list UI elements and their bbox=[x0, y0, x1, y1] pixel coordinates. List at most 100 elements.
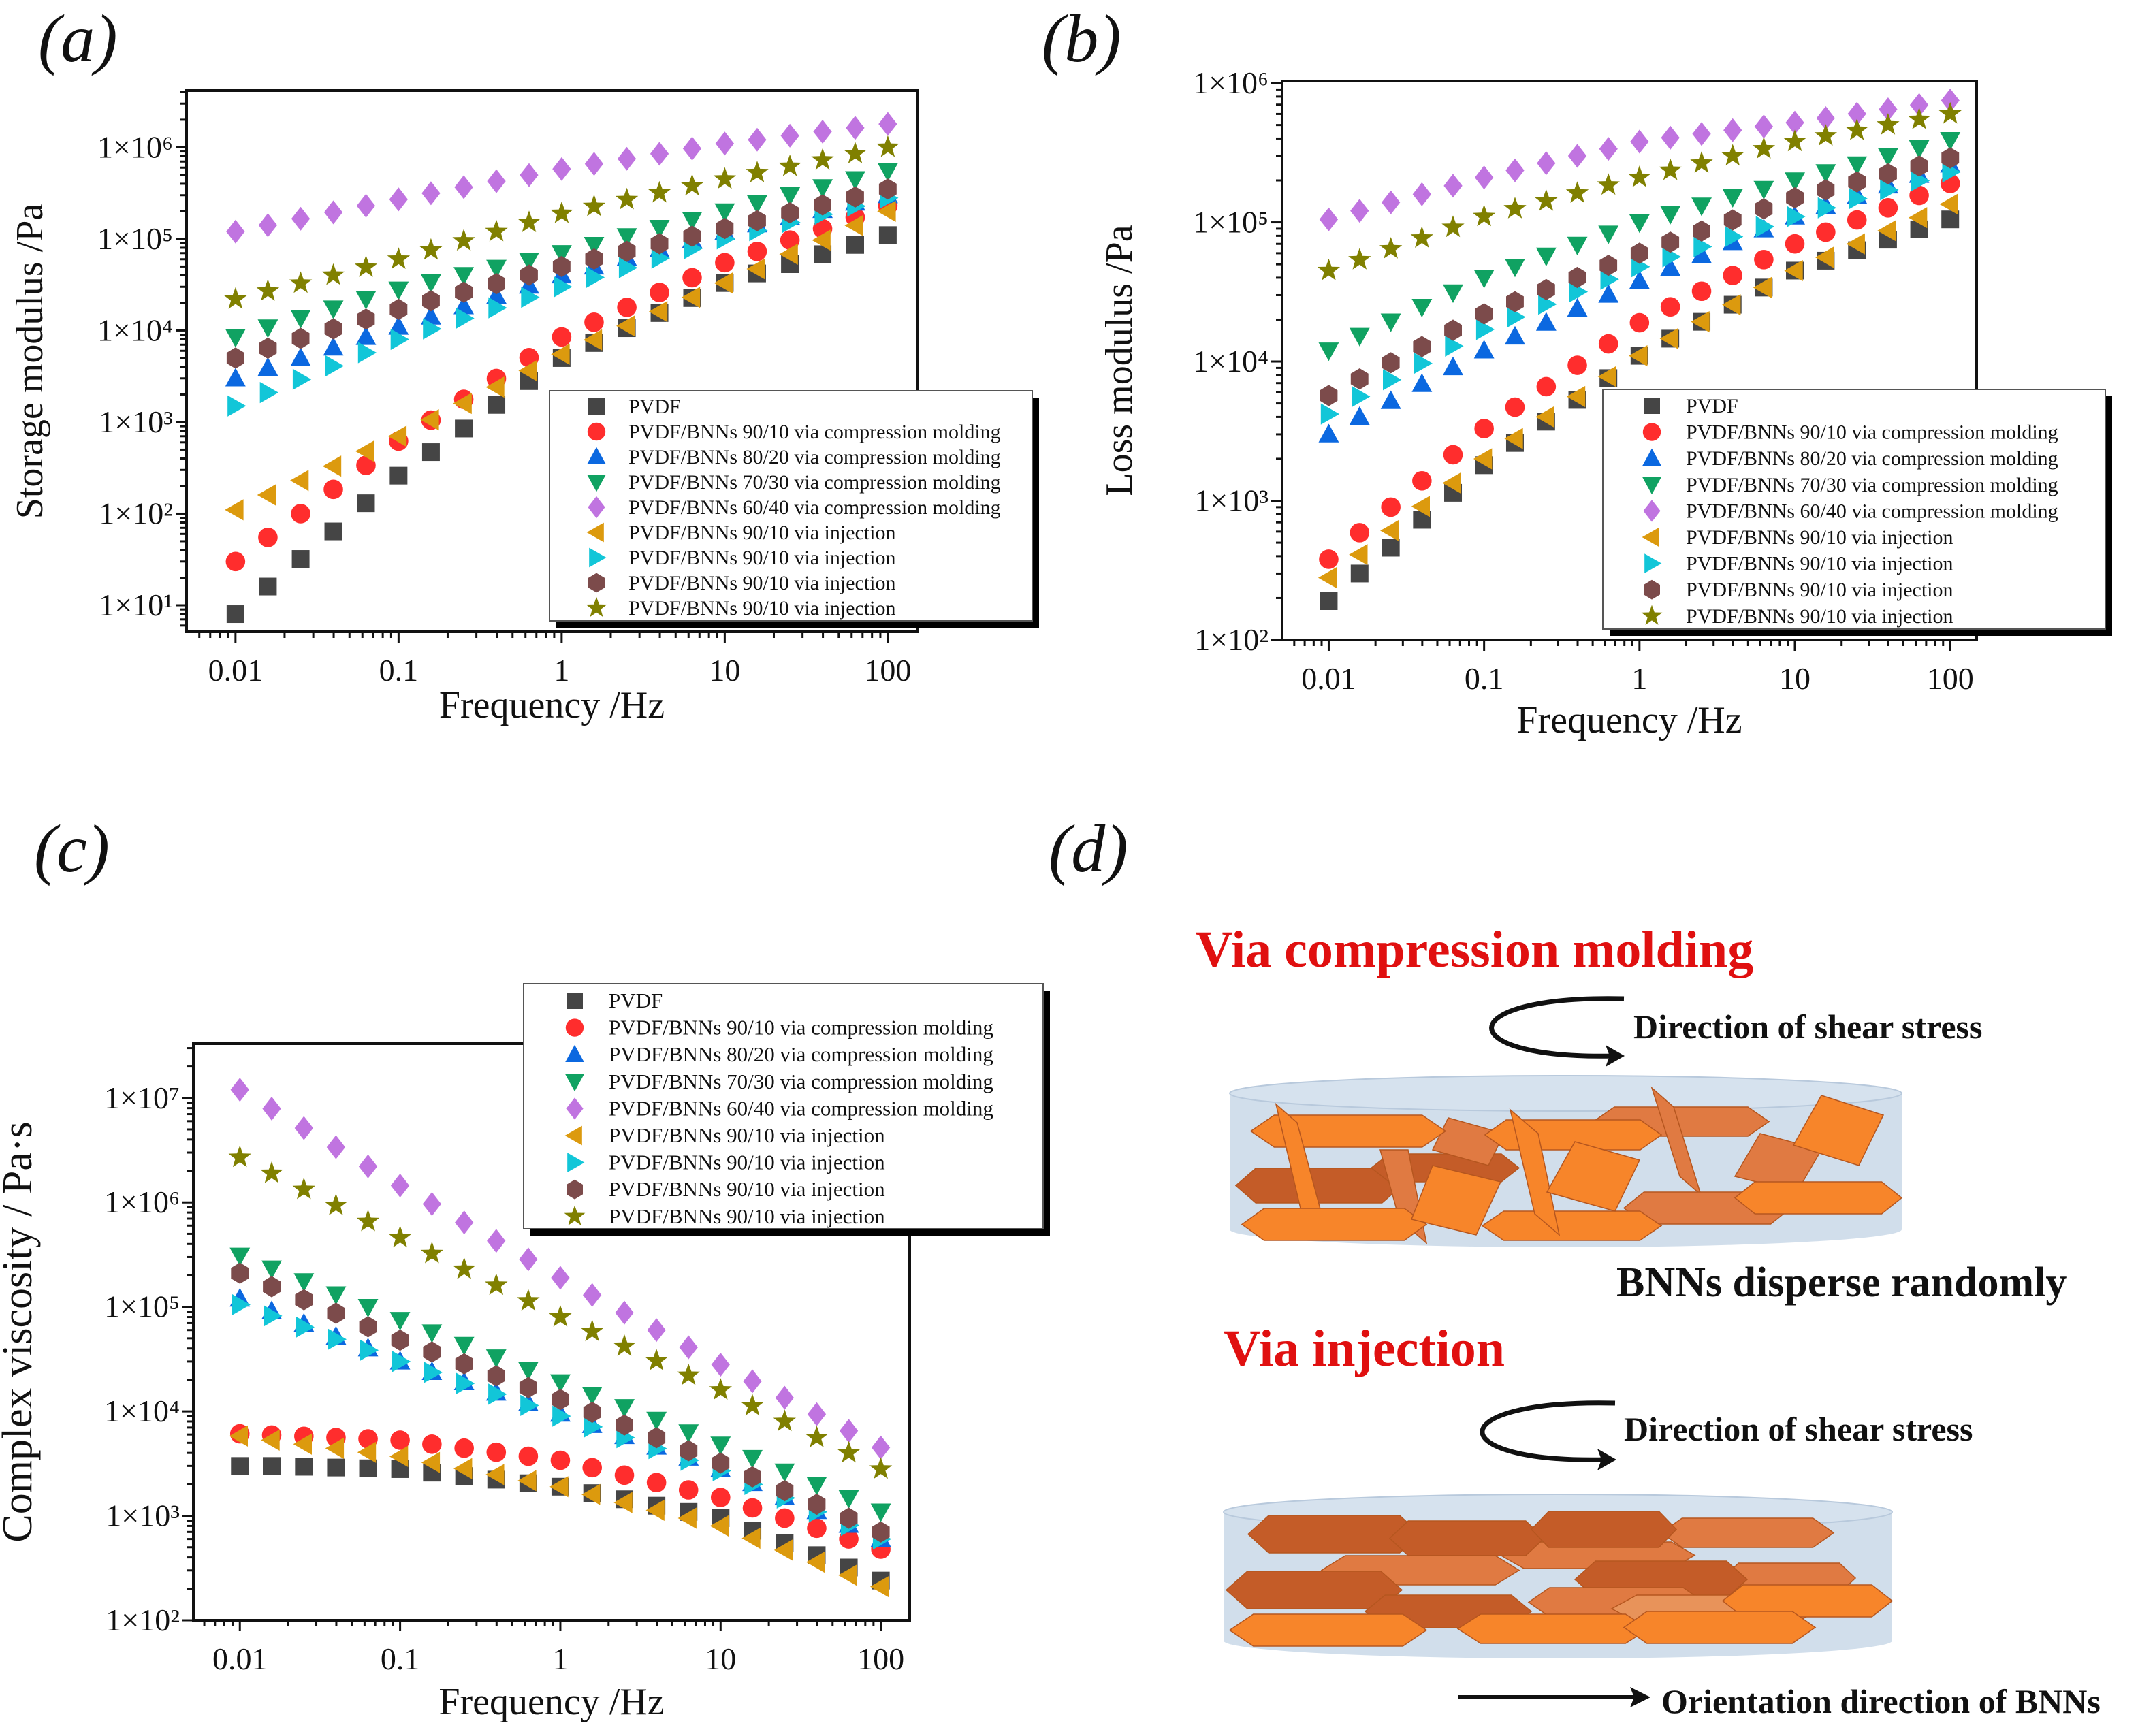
bnn-flake bbox=[1234, 1168, 1403, 1204]
y-axis-label: Loss modulus /Pa bbox=[1098, 225, 1140, 496]
data-point-hexagon bbox=[1786, 187, 1804, 209]
legend-triangle-right-icon bbox=[589, 547, 607, 568]
panel-label-d: (d) bbox=[1049, 811, 1128, 886]
data-point-diamond bbox=[584, 152, 604, 176]
data-point-hexagon bbox=[1941, 147, 1960, 169]
data-point-triangle-left bbox=[261, 1429, 280, 1451]
data-point-triangle-right bbox=[1538, 293, 1557, 315]
panel-label-c: (c) bbox=[34, 811, 110, 886]
data-point-circle bbox=[1847, 210, 1867, 230]
data-point-triangle-down bbox=[1567, 236, 1588, 255]
y-tick-label: 1×10⁴ bbox=[104, 1394, 180, 1428]
x-tick-label: 0.01 bbox=[208, 653, 264, 688]
data-point-hexagon bbox=[226, 347, 244, 369]
data-point-star bbox=[228, 1145, 251, 1168]
data-point-star bbox=[1565, 181, 1589, 203]
data-point-triangle-down bbox=[710, 1436, 731, 1456]
data-point-triangle-down bbox=[682, 212, 703, 231]
data-point-triangle-up bbox=[1629, 270, 1650, 289]
data-point-star bbox=[1907, 107, 1931, 129]
data-point-hexagon bbox=[1413, 336, 1431, 357]
data-point-diamond bbox=[775, 1385, 794, 1410]
x-tick-label: 1 bbox=[1631, 661, 1647, 696]
data-point-diamond bbox=[356, 193, 376, 218]
data-point-star bbox=[388, 1225, 412, 1248]
data-point-diamond bbox=[551, 1266, 570, 1290]
data-point-triangle-down bbox=[581, 1387, 603, 1406]
legend-diamond-icon bbox=[1643, 500, 1661, 522]
series-8 bbox=[224, 135, 899, 309]
data-point-triangle-down bbox=[780, 187, 801, 206]
data-point-star bbox=[844, 142, 867, 163]
data-point-triangle-down bbox=[261, 1260, 282, 1279]
data-point-hexagon bbox=[552, 1389, 569, 1411]
data-point-circle bbox=[742, 1498, 763, 1518]
data-point-diamond bbox=[679, 1335, 698, 1360]
data-point-hexagon bbox=[1444, 319, 1462, 341]
data-point-triangle-right bbox=[456, 307, 475, 329]
data-point-triangle-right bbox=[232, 1293, 251, 1315]
data-point-triangle-right bbox=[392, 1351, 411, 1372]
legend-entry-label: PVDF/BNNs 90/10 via injection bbox=[1686, 579, 1953, 601]
data-point-triangle-down bbox=[550, 1374, 571, 1393]
legend-entry-label: PVDF/BNNs 90/10 via compression molding bbox=[609, 1016, 993, 1040]
data-point-star bbox=[387, 247, 411, 269]
data-point-triangle-down bbox=[389, 1312, 411, 1331]
curved-arrow-shaft bbox=[1489, 996, 1625, 1059]
data-point-hexagon bbox=[748, 210, 766, 231]
data-point-hexagon bbox=[712, 1452, 730, 1474]
data-point-diamond bbox=[878, 112, 897, 136]
legend-triangle-right-icon bbox=[1644, 553, 1662, 573]
data-point-triangle-left bbox=[549, 1476, 569, 1498]
data-point-circle bbox=[1723, 266, 1743, 285]
data-point-circle bbox=[1567, 355, 1587, 375]
compression-title: Via compression molding bbox=[1196, 921, 1753, 978]
data-point-hexagon bbox=[1320, 385, 1338, 406]
data-point-triangle-left bbox=[1504, 428, 1523, 449]
data-point-circle bbox=[775, 1508, 795, 1528]
data-point-diamond bbox=[1443, 174, 1463, 198]
data-point-star bbox=[420, 1241, 443, 1264]
data-point-triangle-up bbox=[1349, 406, 1370, 425]
data-point-triangle-left bbox=[616, 315, 635, 337]
data-point-diamond bbox=[1847, 101, 1866, 126]
bnn-flake bbox=[1388, 1520, 1546, 1556]
data-point-hexagon bbox=[1693, 220, 1710, 242]
data-point-star bbox=[1317, 258, 1341, 280]
data-point-triangle-right bbox=[424, 1362, 443, 1383]
data-point-triangle-left bbox=[1691, 311, 1710, 333]
data-point-hexagon bbox=[1755, 198, 1773, 220]
data-point-triangle-down bbox=[1753, 180, 1774, 199]
data-point-hexagon bbox=[455, 281, 473, 303]
data-point-square bbox=[878, 226, 897, 244]
data-point-triangle-left bbox=[229, 1425, 248, 1447]
data-point-square bbox=[455, 419, 473, 438]
series-7 bbox=[226, 178, 897, 369]
legend-circle-icon bbox=[565, 1018, 584, 1037]
data-point-star bbox=[256, 279, 280, 301]
legend-triangle-up-icon bbox=[1642, 448, 1661, 466]
data-point-hexagon bbox=[291, 327, 310, 349]
shear-label-compression: Direction of shear stress bbox=[1633, 1008, 1982, 1046]
data-point-triangle-right bbox=[651, 247, 671, 269]
legend-entry-label: PVDF/BNNs 80/20 via compression molding bbox=[1686, 447, 2058, 470]
data-point-circle bbox=[710, 1488, 731, 1507]
data-point-circle bbox=[1816, 222, 1836, 242]
data-point-diamond bbox=[1505, 158, 1525, 182]
legend-hexagon-icon bbox=[1644, 579, 1660, 600]
data-point-circle bbox=[1474, 419, 1494, 438]
data-point-triangle-down bbox=[646, 1411, 667, 1431]
data-point-circle bbox=[1505, 397, 1525, 417]
data-point-hexagon bbox=[1537, 278, 1555, 300]
data-point-triangle-down bbox=[1535, 247, 1557, 267]
data-point-triangle-left bbox=[677, 1507, 697, 1529]
y-tick-label: 1×10² bbox=[106, 1603, 180, 1637]
legend-star-icon bbox=[564, 1205, 586, 1225]
data-point-triangle-down bbox=[1909, 140, 1930, 159]
legend-entry-label: PVDF bbox=[628, 396, 681, 418]
legend-triangle-down-icon bbox=[587, 475, 606, 492]
series-7 bbox=[1320, 147, 1960, 406]
data-point-hexagon bbox=[683, 225, 701, 247]
data-point-square bbox=[324, 522, 342, 541]
data-point-triangle-left bbox=[1846, 233, 1865, 255]
